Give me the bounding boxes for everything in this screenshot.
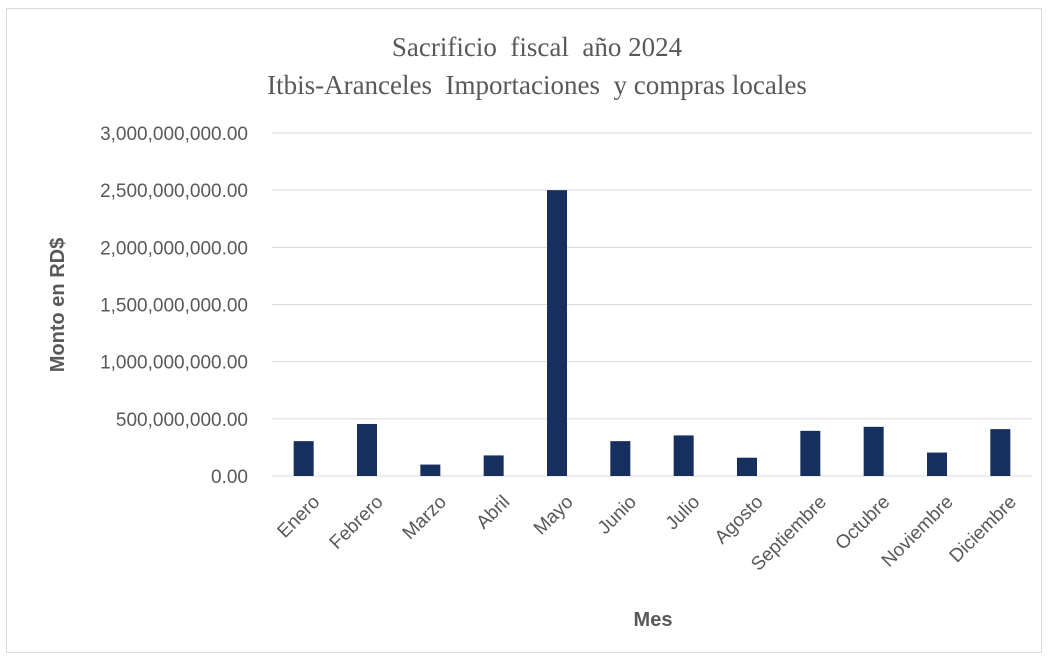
y-tick-label: 0.00 [211,467,248,488]
x-tick-label: Febrero [326,492,388,554]
bar-noviembre [927,452,947,476]
chart-title: Sacrificio fiscal año 2024 [392,32,683,62]
bar-junio [610,441,631,476]
x-tick-label: Agosto [711,492,768,549]
bar-diciembre [990,429,1011,476]
x-tick-label: Julio [662,492,704,534]
x-tick-label: Junio [594,492,641,539]
y-axis-ticks: 0.00 500,000,000.00 1,000,000,000.00 1,500,… [100,124,248,488]
gridlines [272,132,1032,477]
bars [293,190,1011,476]
y-tick-label: 1,000,000,000.00 [100,353,248,374]
bar-julio [673,435,694,476]
bar-octubre [863,426,884,476]
y-tick-label: 3,000,000,000.00 [100,124,248,145]
bar-febrero [357,423,377,476]
y-tick-label: 2,000,000,000.00 [100,238,248,259]
x-tick-label: Enero [274,492,325,543]
x-tick-label: Mayo [530,492,578,540]
chart-subtitle: Itbis-Aranceles Importaciones y compras … [267,70,807,100]
y-axis-title: Monto en RD$ [47,238,69,372]
bar-abril [483,455,504,476]
bar-enero [293,441,314,476]
x-tick-label: Octubre [832,492,895,555]
x-axis-title: Mes [634,609,673,631]
x-tick-label: Abril [473,492,515,534]
y-tick-label: 500,000,000.00 [116,410,248,431]
chart-frame [6,8,1042,653]
bar-marzo [420,464,441,476]
x-axis-ticks: Enero Febrero Marzo Abril Mayo Junio Julio Agos… [274,492,1021,576]
x-tick-label: Diciembre [946,492,1021,567]
bar-mayo [547,190,567,476]
y-tick-label: 2,500,000,000.00 [100,181,248,202]
bar-agosto [737,457,757,476]
x-tick-label: Marzo [399,492,451,544]
bar-septiembre [800,430,821,476]
y-tick-label: 1,500,000,000.00 [100,296,248,317]
